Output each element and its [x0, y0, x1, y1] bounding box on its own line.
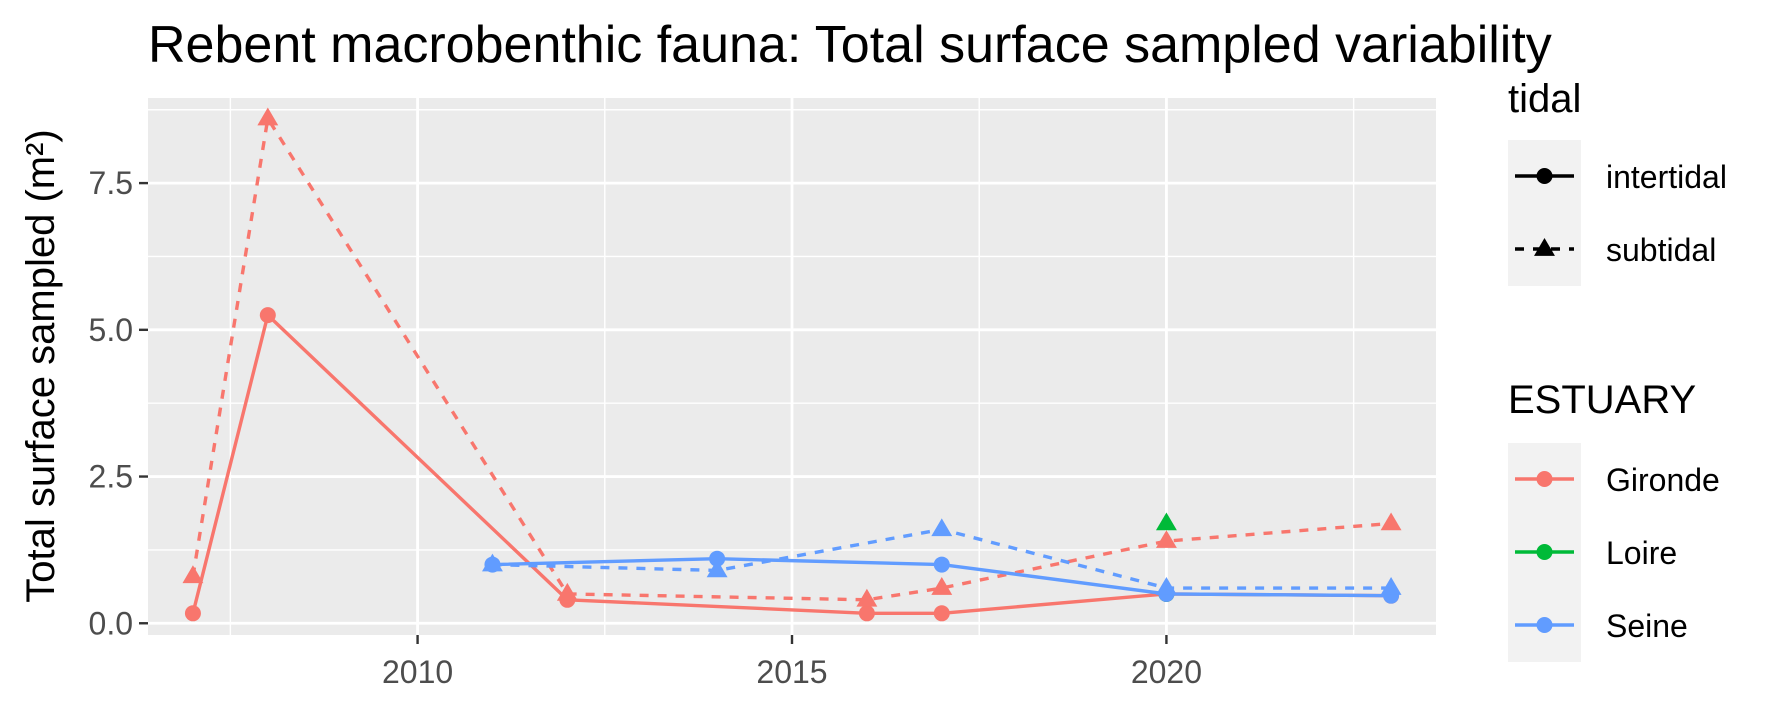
data-point-gironde-subtidal [257, 107, 279, 126]
data-point-loire-subtidal [1155, 512, 1177, 531]
legend-key-shape-seine [1536, 617, 1553, 633]
legend-label-gironde: Gironde [1606, 462, 1720, 498]
x-tick-label: 2015 [756, 654, 827, 690]
data-point-seine-subtidal [931, 518, 953, 537]
y-tick-label: 0.0 [89, 605, 133, 641]
data-point-gironde-intertidal [858, 605, 875, 622]
data-point-seine-subtidal [1380, 577, 1402, 595]
data-point-gironde-subtidal [856, 588, 878, 607]
legend-tidal-key-bg [1508, 140, 1581, 286]
y-tick-label: 2.5 [89, 459, 133, 495]
legend-label-subtidal: subtidal [1606, 232, 1716, 268]
x-tick-label: 2010 [382, 654, 453, 690]
x-axis: 2010 2015 2020 [382, 635, 1202, 690]
data-point-gironde-subtidal [1380, 512, 1402, 531]
series-layer [182, 107, 1402, 622]
y-tick-label: 5.0 [89, 312, 133, 348]
y-axis: 0.0 2.5 5.0 7.5 [89, 165, 148, 641]
data-point-gironde-subtidal [931, 577, 953, 595]
legend-estuary-keys [1515, 471, 1574, 633]
y-tick-label: 7.5 [89, 165, 133, 201]
chart-title: Rebent macrobenthic fauna: Total surface… [148, 16, 1552, 74]
series-seine-subtidal [482, 518, 1402, 595]
data-point-gironde-intertidal [259, 307, 276, 324]
legend-key-shape-loire [1536, 544, 1553, 560]
y-axis-title: Total surface sampled (m²) [19, 129, 63, 602]
x-tick-label: 2020 [1131, 654, 1202, 690]
legend-tidal-keys [1515, 168, 1574, 256]
data-point-seine-intertidal [933, 556, 950, 573]
legend-estuary: ESTUARY Gironde Loire Seine [1508, 378, 1720, 662]
data-point-seine-subtidal [1155, 577, 1177, 595]
legend-key-shape-gironde [1536, 471, 1553, 487]
series-loire-subtidal [1155, 512, 1177, 531]
legend-label-loire: Loire [1606, 535, 1677, 571]
data-point-gironde-intertidal [184, 605, 201, 622]
legend-key-shape-intertidal [1536, 168, 1553, 184]
legend-label-intertidal: intertidal [1606, 159, 1727, 195]
data-point-seine-intertidal [709, 550, 726, 567]
legend-key-shape-subtidal [1534, 238, 1555, 256]
legend-tidal-title: tidal [1508, 77, 1581, 121]
data-point-gironde-subtidal [556, 582, 578, 601]
data-point-gironde-subtidal [1155, 530, 1177, 548]
data-point-gironde-intertidal [933, 605, 950, 622]
legend-tidal: tidal intertidal subtidal [1508, 77, 1727, 286]
legend-estuary-title: ESTUARY [1508, 378, 1696, 422]
data-point-seine-subtidal [482, 553, 503, 572]
data-point-gironde-subtidal [182, 565, 204, 584]
data-point-seine-subtidal [706, 559, 728, 578]
legend-label-seine: Seine [1606, 608, 1688, 644]
series-gironde-subtidal [182, 107, 1402, 607]
